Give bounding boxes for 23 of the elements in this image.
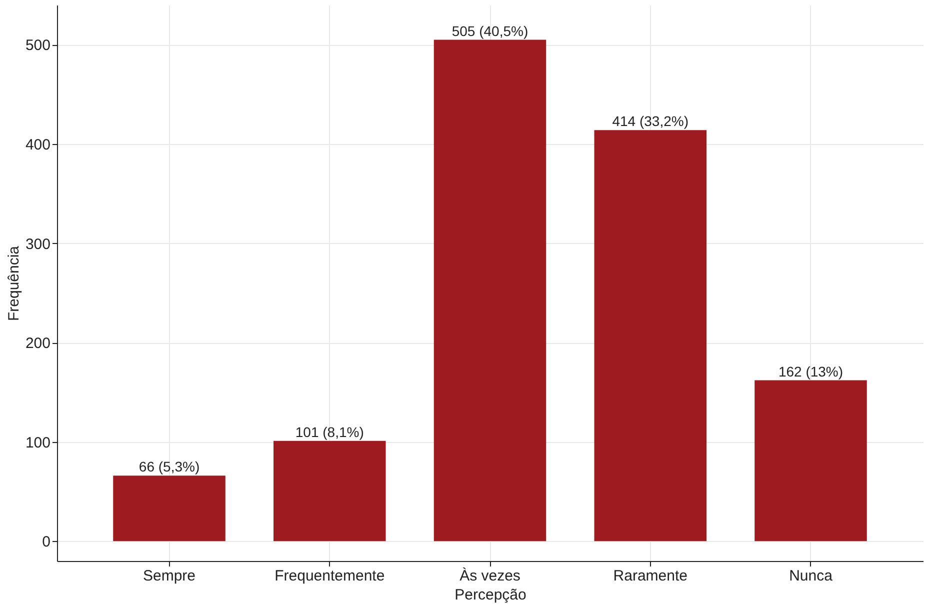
bar: [594, 130, 706, 542]
y-tick-label: 400: [25, 136, 50, 154]
y-axis-title: Frequência: [5, 245, 22, 322]
data-label: 101 (8,1%): [295, 424, 364, 440]
data-label: 66 (5,3%): [138, 458, 200, 475]
bar: [113, 476, 226, 542]
x-tick-label: Às vezes: [460, 566, 520, 584]
bar: [434, 40, 546, 542]
data-label: 414 (33,2%): [612, 113, 689, 130]
data-label: 505 (40,5%): [452, 22, 528, 39]
y-tick-label: 500: [25, 37, 50, 54]
y-tick-label: 0: [42, 534, 50, 551]
data-label: 162 (13%): [778, 363, 844, 380]
bar: [754, 380, 867, 542]
y-tick-label: 200: [25, 335, 50, 352]
x-tick-label: Sempre: [142, 568, 196, 584]
x-tick-label: Nunca: [789, 568, 834, 584]
y-tick-label: 100: [25, 434, 50, 452]
x-axis-title: Percepção: [454, 586, 526, 604]
y-tick-label: 300: [25, 236, 50, 253]
x-tick-label: Frequentemente: [274, 568, 385, 584]
bar: [274, 440, 386, 542]
x-tick-label: Raramente: [613, 568, 688, 584]
